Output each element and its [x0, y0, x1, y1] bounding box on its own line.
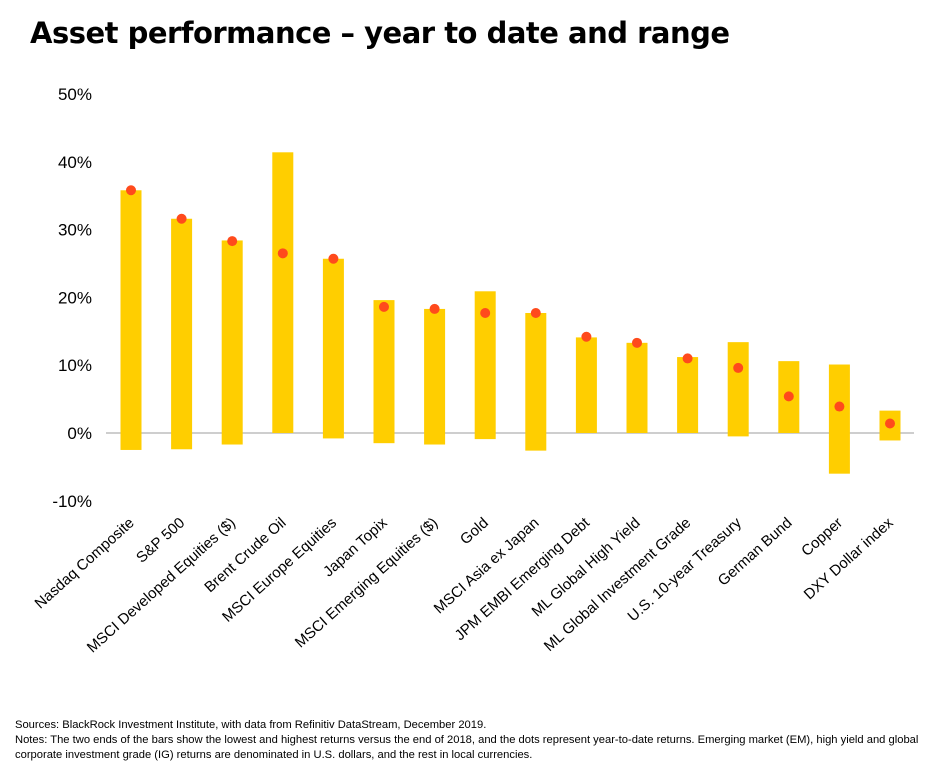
range-bars [120, 152, 901, 474]
y-tick-label: 10% [58, 356, 92, 375]
ytd-dot [885, 418, 895, 429]
range-bar [424, 308, 446, 445]
range-bar [575, 337, 597, 433]
range-bar [727, 342, 749, 437]
y-tick-label: 50% [58, 85, 92, 104]
range-bar [626, 342, 648, 433]
notes-text: Notes: The two ends of the bars show the… [15, 734, 919, 761]
range-bar [474, 291, 496, 440]
range-bar [272, 152, 294, 434]
x-tick-label: Copper [798, 514, 846, 560]
x-tick-label: DXY Dollar index [801, 514, 897, 603]
range-bar [120, 190, 142, 450]
x-tick-label: Gold [457, 514, 492, 548]
y-tick-label: 20% [58, 288, 92, 307]
ytd-dot [834, 401, 845, 412]
ytd-dot [581, 331, 592, 342]
ytd-dot [429, 303, 440, 314]
x-tick-label: Nasdaq Composite [31, 514, 137, 612]
range-bar [677, 357, 699, 433]
ytd-dot [632, 337, 642, 348]
ytd-dot [733, 362, 744, 373]
ytd-dot [783, 391, 794, 402]
range-bar [171, 218, 193, 450]
range-bar [373, 300, 395, 444]
ytd-dot [277, 248, 288, 259]
chart-title: Asset performance – year to date and ran… [30, 16, 730, 50]
ytd-dot [126, 185, 136, 196]
y-tick-label: 0% [67, 424, 92, 443]
range-bar [322, 258, 344, 439]
y-tick-label: 30% [58, 221, 92, 240]
ytd-dot [530, 307, 541, 318]
sources-note: Sources: BlackRock Investment Institute,… [15, 719, 487, 731]
y-axis: 50% 40% 30% 20% 10% 0% -10% [52, 85, 92, 511]
y-tick-label: 40% [58, 153, 92, 172]
range-bar [828, 364, 850, 474]
ytd-dot [379, 301, 389, 312]
ytd-dot [227, 236, 238, 247]
ytd-dot [176, 213, 187, 224]
range-bar-chart: 50% 40% 30% 20% 10% 0% -10% Nasdaq CompositeS&… [31, 85, 914, 657]
range-bar [525, 312, 547, 451]
ytd-dot [328, 253, 339, 264]
ytd-dot [480, 307, 491, 318]
range-bar [221, 240, 243, 445]
ytd-dot [682, 353, 693, 364]
y-tick-label: -10% [52, 492, 92, 511]
ytd-dots [126, 185, 895, 429]
chart-footer: Sources: BlackRock Investment Institute,… [15, 718, 920, 763]
